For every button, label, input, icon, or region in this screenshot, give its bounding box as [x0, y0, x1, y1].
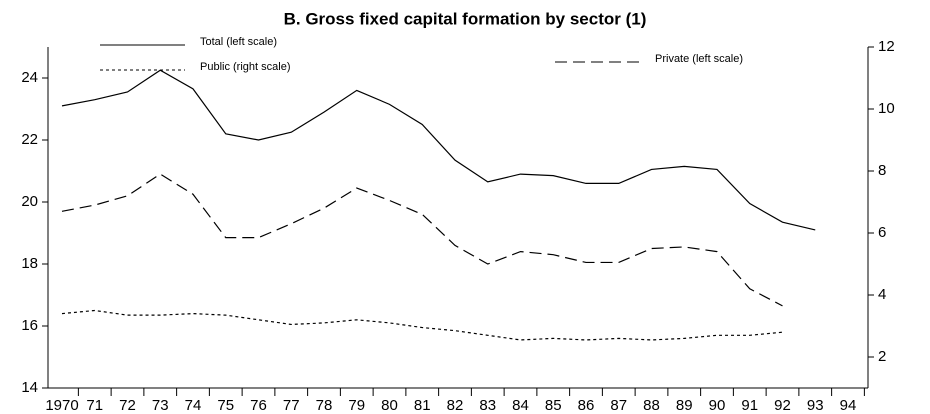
chart-title: B. Gross fixed capital formation by sect… [284, 9, 647, 28]
x-tick-label: 93 [807, 397, 824, 414]
y-tick-label: 18 [21, 255, 38, 272]
x-tick-label: 78 [316, 397, 333, 414]
x-tick-label: 73 [152, 397, 169, 414]
x-tick-label: 84 [512, 397, 529, 414]
x-tick-label: 91 [741, 397, 758, 414]
x-tick-label: 90 [709, 397, 726, 414]
y-tick-label: 22 [21, 131, 38, 148]
y2-tick-label: 10 [878, 100, 895, 117]
series-line [61, 309, 783, 341]
y2-tick-label: 4 [878, 286, 886, 303]
y2-tick-label: 2 [878, 348, 886, 365]
legend-label: Private (left scale) [655, 53, 743, 65]
x-tick-label: 82 [447, 397, 464, 414]
y2-tick-label: 12 [878, 38, 895, 55]
x-tick-label: 92 [774, 397, 791, 414]
y-tick-label: 24 [21, 69, 38, 86]
x-tick-label: 74 [185, 397, 202, 414]
x-tick-label: 1970 [45, 397, 78, 414]
y-tick-label: 14 [21, 379, 38, 396]
x-tick-label: 85 [545, 397, 562, 414]
x-tick-label: 81 [414, 397, 431, 414]
x-tick-label: 79 [348, 397, 365, 414]
x-tick-label: 88 [643, 397, 660, 414]
series-line [61, 173, 783, 307]
x-tick-label: 83 [479, 397, 496, 414]
legend-label: Total (left scale) [200, 36, 277, 48]
legend-label: Public (right scale) [200, 61, 290, 73]
x-tick-label: 72 [119, 397, 136, 414]
x-tick-label: 77 [283, 397, 300, 414]
x-tick-label: 75 [217, 397, 234, 414]
x-tick-label: 87 [610, 397, 627, 414]
x-tick-label: 71 [86, 397, 103, 414]
x-tick-label: 76 [250, 397, 267, 414]
y-tick-label: 16 [21, 317, 38, 334]
x-tick-label: 80 [381, 397, 398, 414]
x-tick-label: 89 [676, 397, 693, 414]
x-tick-label: 94 [840, 397, 857, 414]
series-line [61, 69, 816, 231]
y2-tick-label: 6 [878, 224, 886, 241]
y-tick-label: 20 [21, 193, 38, 210]
x-tick-label: 86 [578, 397, 595, 414]
y2-tick-label: 8 [878, 162, 886, 179]
